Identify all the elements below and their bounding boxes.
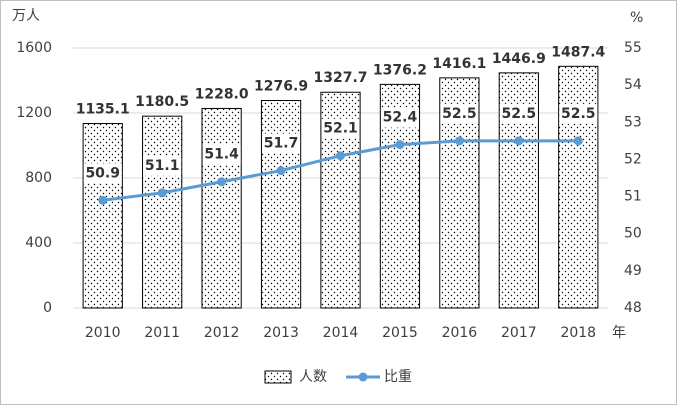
y2-tick-label: 48: [624, 300, 642, 316]
y2-tick-label: 49: [624, 263, 642, 279]
label-bg: [202, 144, 241, 165]
y2-tick-label: 54: [624, 77, 642, 93]
legend-label: 人数: [299, 369, 327, 385]
legend-label: 比重: [384, 369, 412, 385]
line-value-label: 50.9: [85, 165, 120, 181]
y-tick-label: 1600: [16, 40, 52, 56]
x-tick-label: 2010: [85, 325, 121, 341]
bar-value-label: 1135.1: [76, 102, 130, 118]
x-tick-label: 2012: [204, 325, 240, 341]
label-bg: [143, 155, 182, 176]
x-tick-label: 2011: [144, 325, 180, 341]
line-marker: [454, 136, 464, 146]
label-bg: [83, 163, 122, 184]
bar-value-label: 1416.1: [432, 56, 486, 72]
y2-tick-label: 55: [624, 40, 642, 56]
line-marker: [336, 151, 345, 161]
bar: [201, 107, 242, 309]
x-axis-label: 年: [612, 325, 626, 341]
bar-value-label: 1327.7: [313, 70, 367, 86]
label-bg: [499, 103, 538, 124]
line-value-label: 51.4: [204, 147, 239, 163]
y-tick-label: 400: [25, 235, 52, 251]
y-tick-label: 1200: [16, 105, 52, 121]
line-value-label: 51.7: [264, 136, 299, 152]
line-marker: [157, 188, 167, 198]
legend-swatch: [264, 370, 292, 384]
line-marker: [395, 140, 405, 150]
bar-value-label: 1228.0: [195, 86, 249, 102]
bar-value-label: 1180.5: [135, 94, 189, 110]
line-value-label: 52.5: [442, 106, 477, 122]
bar: [260, 100, 302, 309]
line-marker: [217, 177, 227, 187]
legend-swatch: [358, 372, 368, 382]
label-bg: [380, 107, 419, 128]
x-tick-label: 2013: [263, 325, 299, 341]
bar-value-label: 1376.2: [373, 62, 427, 78]
y-axis-label: 万人: [12, 8, 40, 24]
bar: [142, 115, 183, 309]
x-tick-label: 2016: [442, 325, 478, 341]
line-value-label: 51.1: [145, 158, 180, 174]
y2-axis-label: %: [630, 10, 643, 26]
y-tick-label: 0: [43, 300, 52, 316]
y2-tick-label: 53: [624, 114, 642, 130]
bar: [82, 123, 123, 309]
line-value-label: 52.1: [323, 121, 358, 137]
line-marker: [98, 195, 108, 205]
y2-tick-label: 51: [624, 189, 642, 205]
x-tick-label: 2014: [323, 325, 359, 341]
line-value-label: 52.4: [383, 110, 418, 126]
y-tick-label: 800: [25, 170, 52, 186]
label-bg: [321, 118, 360, 139]
bar-value-label: 1276.9: [254, 79, 308, 95]
line-marker: [276, 166, 286, 176]
bar-value-label: 1487.4: [551, 44, 605, 60]
x-tick-label: 2017: [501, 325, 537, 341]
line-marker: [573, 136, 583, 146]
label-bg: [440, 103, 479, 124]
label-bg: [262, 133, 301, 154]
bar-value-label: 1446.9: [492, 51, 546, 67]
line-marker: [514, 136, 524, 146]
line-value-label: 52.5: [502, 106, 537, 122]
y2-tick-label: 50: [624, 226, 642, 242]
label-bg: [559, 103, 598, 124]
x-tick-label: 2015: [382, 325, 418, 341]
bar: [558, 65, 599, 309]
line-value-label: 52.5: [561, 106, 596, 122]
x-tick-label: 2018: [560, 325, 596, 341]
y2-tick-label: 52: [624, 151, 642, 167]
